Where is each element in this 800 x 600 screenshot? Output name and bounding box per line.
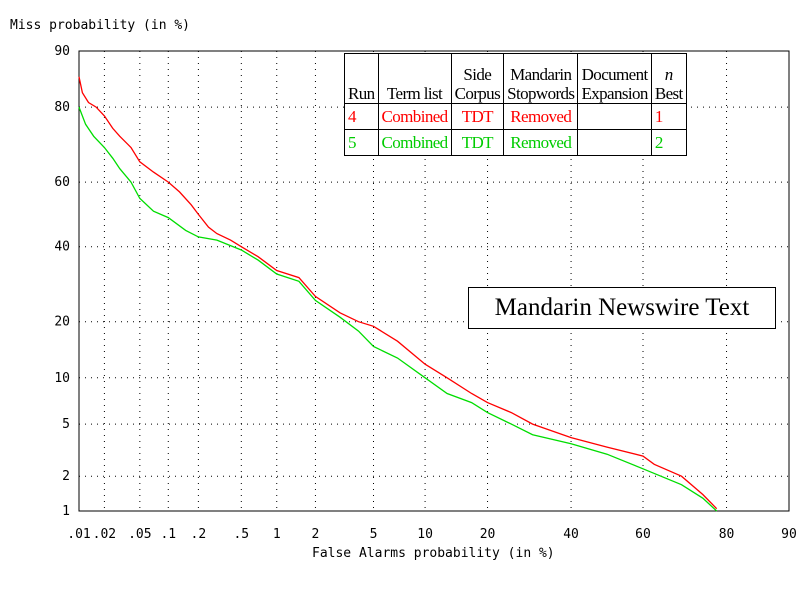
y-tick-label: 60: [54, 175, 70, 190]
legend-side-corpus: TDT: [450, 129, 505, 156]
x-tick-label: 2: [312, 527, 320, 542]
series-lines: [78, 76, 718, 512]
x-axis-title: False Alarms probability (in %): [312, 546, 555, 561]
legend-header-document: Document: [581, 65, 649, 84]
legend-row-run-4: 4 Combined TDT Removed 1: [344, 103, 687, 130]
y-tick-label: 1: [62, 504, 70, 519]
legend-stopwords: Removed: [503, 103, 579, 130]
x-tick-label: 1: [273, 527, 281, 542]
legend-header-stopwords: Mandarin Stopwords: [503, 53, 579, 104]
legend-header-mandarin: Mandarin: [510, 65, 572, 84]
x-tick-label: .1: [160, 527, 176, 542]
legend-header-corpus: Corpus: [454, 84, 501, 103]
legend-best: 2: [650, 129, 687, 156]
x-tick-label: .05: [128, 527, 151, 542]
x-tick-label: 40: [563, 527, 579, 542]
y-tick-label: 20: [54, 315, 70, 330]
legend-header-expansion: Document Expansion: [577, 53, 652, 104]
legend-run: 5: [344, 129, 379, 156]
legend-term-list: Combined: [377, 103, 452, 130]
y-tick-label: 5: [62, 417, 70, 432]
legend-header-expansion-label: Expansion: [581, 84, 648, 103]
legend-run: 4: [344, 103, 379, 130]
legend-expansion: [577, 103, 652, 130]
legend-header-best: Best: [654, 84, 683, 103]
x-tick-label: 10: [417, 527, 433, 542]
legend-side-corpus: TDT: [450, 103, 505, 130]
x-tick-label: .2: [191, 527, 207, 542]
legend-header-term-list: Term list: [377, 53, 452, 104]
series-line-run-4: [78, 76, 718, 510]
series-line-run-5: [78, 106, 718, 512]
x-tick-label: .02: [93, 527, 116, 542]
legend-expansion: [577, 129, 652, 156]
y-tick-label: 10: [54, 371, 70, 386]
x-tick-label: 60: [635, 527, 651, 542]
x-tick-label: .5: [233, 527, 249, 542]
x-tick-label: 5: [370, 527, 378, 542]
legend-stopwords: Removed: [503, 129, 579, 156]
y-axis-title: Miss probability (in %): [10, 18, 191, 33]
legend-header-row: Run Term list Side Corpus Mandarin Stopwor…: [344, 53, 687, 104]
chart-annotation: Mandarin Newswire Text: [468, 287, 776, 329]
x-tick-label: 20: [480, 527, 496, 542]
legend-header-n: n: [664, 65, 673, 84]
x-tick-label: 90: [781, 527, 797, 542]
y-tick-label: 90: [54, 44, 70, 59]
x-tick-labels: .01.02 .05 .1 .2 .5 1 2 5 10 20 40 60 80 90: [67, 527, 797, 542]
plot-frame: [78, 50, 790, 512]
legend-header-side-corpus: Side Corpus: [450, 53, 505, 104]
x-tick-label: 80: [719, 527, 735, 542]
legend-term-list: Combined: [377, 129, 452, 156]
x-tick-label: .01: [67, 527, 90, 542]
legend-header-side: Side: [463, 65, 492, 84]
legend-best: 1: [650, 103, 687, 130]
legend-header-stopwords-label: Stopwords: [507, 84, 575, 103]
y-tick-label: 40: [54, 240, 70, 255]
legend-header-n-best: n Best: [650, 53, 687, 104]
y-tick-label: 2: [62, 469, 70, 484]
legend-table: Run Term list Side Corpus Mandarin Stopwor…: [344, 53, 687, 156]
y-tick-label: 80: [54, 100, 70, 115]
y-tick-labels: 1 2 5 10 20 40 60 80 90: [54, 44, 70, 519]
legend-header-run: Run: [344, 53, 379, 104]
legend-row-run-5: 5 Combined TDT Removed 2: [344, 129, 687, 156]
